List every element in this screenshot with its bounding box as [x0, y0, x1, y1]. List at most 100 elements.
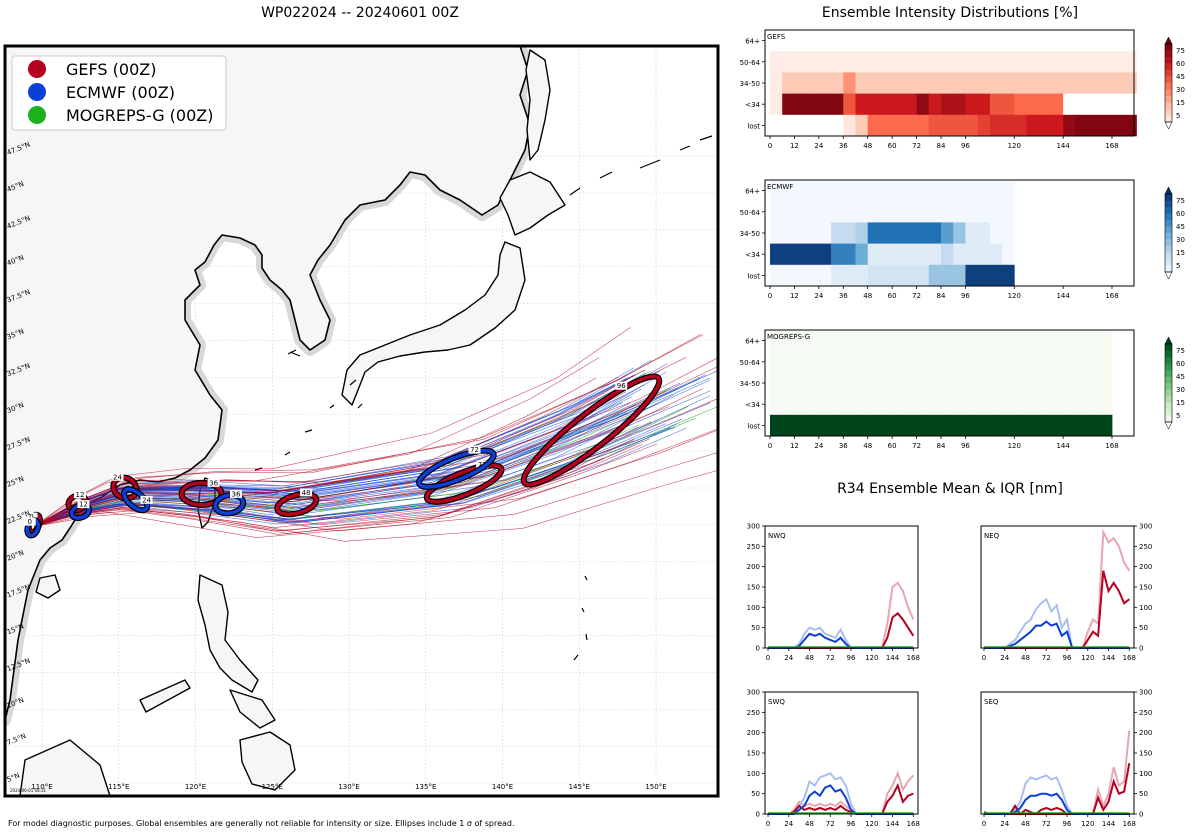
land-sakhalin [525, 49, 551, 161]
heatmap-cell [1026, 51, 1040, 73]
heatmap-cell [953, 93, 966, 116]
ellipse-hour-label: 0 [23, 517, 36, 526]
lon-label: 110°E [31, 783, 52, 791]
heatmap-cell [1112, 93, 1125, 116]
heatmap-cell [941, 393, 954, 416]
xtick-label: 120 [865, 820, 878, 828]
ellipse-ring [122, 487, 150, 513]
heatmap-cell [818, 351, 832, 373]
colorbar-segment [1165, 200, 1172, 208]
heatmap-cell [1026, 351, 1040, 373]
heatmap-cell [989, 372, 1003, 394]
heatmap-cell [904, 72, 917, 94]
heatmap-cell [989, 414, 1003, 437]
heatmap-cell [867, 30, 881, 52]
colorbar-label: 30 [1176, 86, 1185, 94]
ellipse-hour-label: 48 [300, 488, 313, 497]
heatmap-cell [941, 330, 954, 352]
heatmap-xtick-label: 168 [1105, 142, 1118, 150]
heatmap-cell [916, 114, 930, 137]
heatmap-row-label: <34 [745, 101, 760, 109]
lon-label: 120°E [185, 783, 206, 791]
land-kuril [569, 135, 713, 196]
xtick-label: 48 [805, 820, 814, 828]
heatmap-cell [1124, 114, 1137, 137]
ellipse-ring [424, 463, 504, 504]
heatmap-cell [904, 330, 917, 352]
xtick-label: 0 [982, 654, 986, 662]
heatmap-cell [782, 72, 795, 94]
heatmap-cell [916, 93, 930, 116]
heatmap-title: MOGREPS-G [767, 333, 810, 341]
heatmap-cell [941, 351, 954, 373]
xtick-label: 144 [1102, 654, 1116, 662]
heatmap-row-label: <34 [745, 251, 760, 259]
lon-label: 115°E [108, 783, 129, 791]
heatmap-cell [1002, 372, 1015, 394]
heatmap-cell [843, 114, 856, 137]
heatmap-xtick-label: 12 [790, 292, 799, 300]
heatmap-cell [1038, 30, 1052, 52]
ensemble-track [34, 334, 704, 527]
hour-label-bg [468, 445, 481, 454]
heatmap-cell [770, 30, 783, 52]
heatmap-cell [1026, 393, 1040, 416]
heatmap-cell [916, 51, 930, 73]
heatmap-cell [782, 243, 795, 266]
heatmap-row-label: 50-64 [740, 209, 761, 217]
xtick-label: 120 [1081, 820, 1094, 828]
heatmap-cell [904, 243, 917, 266]
heatmap-xtick-label: 48 [863, 292, 872, 300]
heatmap-cell [1087, 93, 1101, 116]
heatmap-cell [892, 114, 905, 137]
heatmap-cell [916, 414, 930, 437]
heatmap-cell [965, 201, 979, 223]
heatmap-cell [928, 30, 942, 52]
heatmap-cell [904, 414, 917, 437]
heatmap-title: ECMWF [767, 183, 793, 191]
heatmap-cell [831, 114, 844, 137]
heatmap-cell [892, 51, 905, 73]
heatmap-title: GEFS [767, 33, 786, 41]
heatmap-cell [1087, 372, 1101, 394]
hour-label-bg [140, 495, 153, 504]
ellipse-hour-label: 36 [230, 489, 243, 498]
heatmap-cell [818, 393, 832, 416]
heatmap-cell [989, 393, 1003, 416]
colorbar-segment [1165, 89, 1172, 97]
legend-marker-mogreps [28, 106, 46, 124]
heatmap-cell [916, 264, 930, 287]
colorbar-label: 5 [1176, 262, 1180, 270]
hour-label-text: 72 [470, 446, 479, 454]
heatmap-cell [1099, 114, 1113, 137]
heatmap-cell [977, 72, 991, 94]
colorbar-label: 30 [1176, 386, 1185, 394]
heatmap-cell [977, 114, 991, 137]
xtick-label: 120 [865, 654, 878, 662]
heatmap-cell [904, 180, 917, 202]
heatmap-cell [1099, 393, 1113, 416]
heatmap-cell [1038, 393, 1052, 416]
heatmap-cell [1124, 51, 1137, 73]
r34-panel-swq: SWQ 0 50 100 150 200 250 300 0 24 48 72 96 120 144 168 [747, 689, 920, 829]
ellipse-gefs-96: 96 [520, 373, 663, 488]
heatmap-cell [1099, 414, 1113, 437]
map-legend: GEFS (00Z) ECMWF (00Z) MOGREPS-G (00Z) [11, 55, 227, 131]
colorbar-segment [1165, 76, 1172, 84]
land-mindanao [239, 731, 296, 791]
heatmap-cell [941, 201, 954, 223]
heatmap-cell [965, 93, 979, 116]
heatmap-cell [965, 264, 979, 287]
heatmap-cell [1002, 393, 1015, 416]
ellipse-ecmwf-12: 12 [68, 500, 93, 522]
land-borneo [19, 739, 111, 796]
heatmap-cell [928, 264, 942, 287]
heatmap-cell [928, 93, 942, 116]
heatmap-cell [941, 51, 954, 73]
heatmap-xtick-label: 84 [937, 442, 946, 450]
heatmap-row-label: lost [747, 422, 760, 430]
heatmap-cell [1038, 414, 1052, 437]
heatmap-cell [977, 351, 991, 373]
heatmap-cell [977, 414, 991, 437]
